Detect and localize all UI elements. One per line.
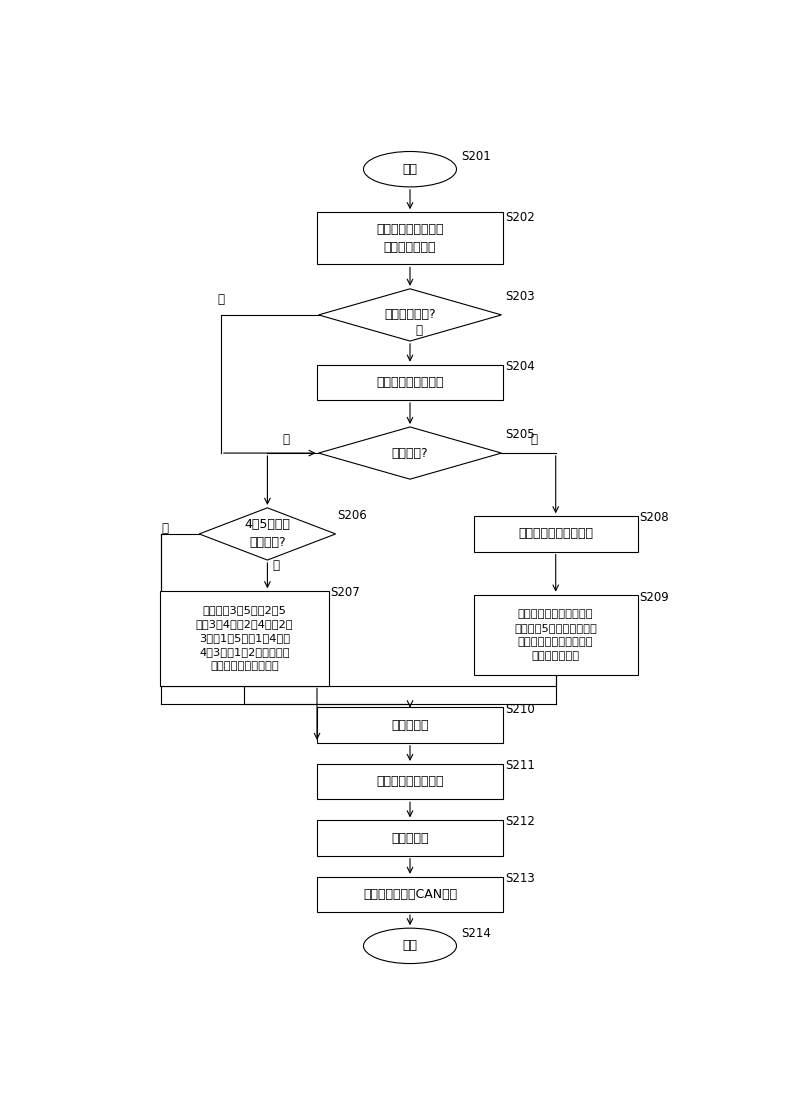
Text: S209: S209 — [639, 592, 669, 604]
FancyBboxPatch shape — [317, 212, 503, 265]
Text: 转台旋转相应的角度: 转台旋转相应的角度 — [376, 376, 444, 388]
Text: 否: 否 — [282, 433, 290, 446]
FancyBboxPatch shape — [474, 516, 638, 551]
Text: 求运动逆解: 求运动逆解 — [391, 719, 429, 732]
Text: 其他节臂按照非锁臂时的
算法，从5节臂到大臂依次
取两节臂计算，直到满足
条件，停止计算: 其他节臂按照非锁臂时的 算法，从5节臂到大臂依次 取两节臂计算，直到满足 条件，… — [514, 609, 597, 661]
FancyBboxPatch shape — [317, 820, 503, 856]
Text: S210: S210 — [505, 702, 534, 715]
FancyBboxPatch shape — [317, 364, 503, 400]
FancyBboxPatch shape — [317, 708, 503, 743]
Text: S201: S201 — [462, 150, 491, 163]
Text: S213: S213 — [505, 872, 534, 885]
Text: 依次尝试3、5节，2、5
节，3、4节，2、4节，2、
3节，1、5节，1、4节，
4、3节，1、2节臂动，直
到满足条件，停止计算: 依次尝试3、5节，2、5 节，3、4节，2、4节，2、 3节，1、5节，1、4节… — [196, 605, 294, 672]
Text: S211: S211 — [505, 759, 534, 772]
Text: 将控制量发送到CAN总线: 将控制量发送到CAN总线 — [363, 888, 457, 901]
Polygon shape — [318, 427, 502, 479]
FancyBboxPatch shape — [474, 595, 638, 675]
Text: 是: 是 — [530, 433, 538, 446]
Text: 4、5节臂动
满足条件?: 4、5节臂动 满足条件? — [245, 519, 290, 549]
FancyBboxPatch shape — [160, 591, 329, 686]
Text: 是: 是 — [415, 324, 422, 337]
Polygon shape — [199, 508, 336, 560]
Text: S207: S207 — [330, 586, 360, 600]
Text: 得出各臂对应的角度: 得出各臂对应的角度 — [376, 775, 444, 788]
Text: 结束: 结束 — [402, 940, 418, 953]
Text: 需要空间转动?: 需要空间转动? — [384, 309, 436, 322]
Ellipse shape — [363, 151, 457, 187]
FancyBboxPatch shape — [317, 876, 503, 912]
Text: 开始: 开始 — [402, 163, 418, 176]
Text: 判断最优解: 判断最优解 — [391, 831, 429, 845]
Text: 否: 否 — [272, 559, 279, 572]
Text: S212: S212 — [505, 815, 534, 828]
Text: S214: S214 — [462, 927, 491, 940]
Text: 将要求锁臂的位置固定: 将要求锁臂的位置固定 — [518, 527, 594, 540]
Text: S204: S204 — [505, 360, 534, 373]
Text: S206: S206 — [338, 509, 367, 522]
Text: 是: 是 — [162, 522, 169, 535]
Ellipse shape — [363, 928, 457, 964]
FancyBboxPatch shape — [317, 764, 503, 800]
Text: S205: S205 — [505, 428, 534, 441]
Text: S202: S202 — [505, 211, 534, 224]
Polygon shape — [318, 289, 502, 341]
Text: S208: S208 — [639, 511, 669, 524]
Text: 否: 否 — [218, 293, 224, 305]
Text: S203: S203 — [505, 290, 534, 303]
Text: 臂架末端的目标位置
与当前位置比较: 臂架末端的目标位置 与当前位置比较 — [376, 223, 444, 254]
Text: 是否锁臂?: 是否锁臂? — [392, 446, 428, 459]
